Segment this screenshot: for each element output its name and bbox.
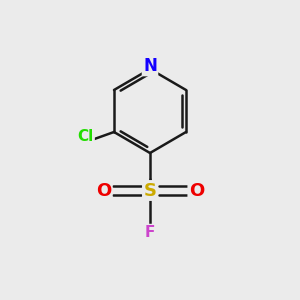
Text: O: O bbox=[96, 182, 111, 200]
Text: O: O bbox=[189, 182, 204, 200]
Text: N: N bbox=[143, 57, 157, 75]
Text: S: S bbox=[143, 182, 157, 200]
Text: F: F bbox=[145, 225, 155, 240]
Text: Cl: Cl bbox=[77, 129, 94, 144]
